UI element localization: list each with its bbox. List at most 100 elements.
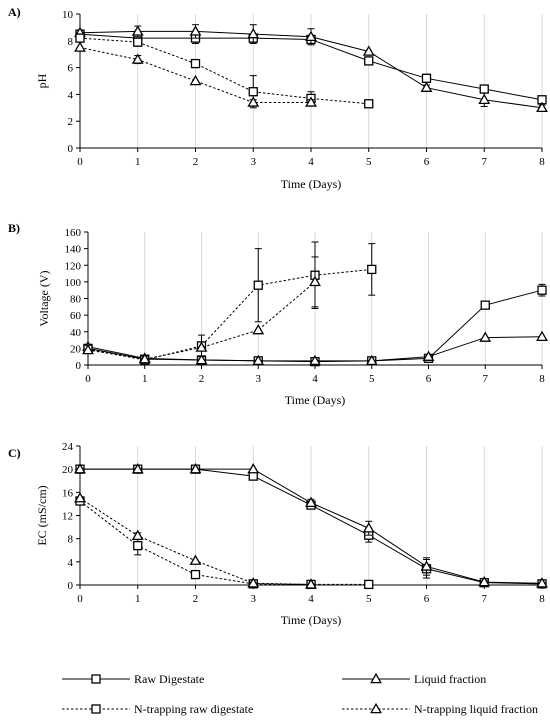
x-tick-label: 6: [424, 593, 430, 605]
data-point: [189, 74, 202, 86]
data-point: [131, 529, 144, 541]
series-n-trapping-liquid-fraction: [82, 256, 321, 364]
y-tick-label: 20: [62, 464, 74, 476]
data-point: [190, 569, 201, 580]
x-tick-label: 3: [251, 593, 257, 605]
data-point: [305, 96, 317, 107]
data-point: [536, 101, 548, 113]
x-tick-label: 5: [366, 593, 372, 605]
x-tick-label: 0: [85, 373, 91, 385]
x-tick-label: 6: [424, 156, 430, 168]
y-axis-title: EC (mS/cm): [35, 485, 49, 545]
legend: Raw Digestate Liquid fraction N-trapping r…: [62, 672, 538, 716]
legend-label: N-trapping liquid fraction: [414, 702, 538, 716]
data-point: [247, 27, 260, 39]
y-tick-label: 4: [68, 89, 74, 101]
x-tick-label: 1: [135, 593, 141, 605]
x-tick-label: 7: [482, 593, 488, 605]
x-tick-label: 5: [366, 156, 372, 168]
data-point: [252, 354, 265, 366]
y-tick-label: 8: [68, 534, 74, 546]
x-tick-label: 1: [142, 373, 148, 385]
series-liquid-fraction: [74, 24, 548, 113]
legend-marker: [91, 704, 101, 714]
data-point: [305, 578, 317, 589]
data-point: [133, 37, 143, 47]
y-tick-label: 8: [68, 36, 74, 48]
y-tick-label: 10: [62, 9, 74, 21]
data-point: [247, 463, 260, 474]
series-n-trapping-raw-digestate: [75, 33, 374, 109]
x-tick-label: 2: [193, 593, 199, 605]
x-tick-label: 8: [539, 593, 545, 605]
series-n-trapping-liquid-fraction: [74, 41, 317, 107]
y-axis-title: Voltage (V): [37, 270, 51, 326]
data-point: [536, 330, 548, 341]
data-point: [421, 73, 432, 83]
y-tick-label: 120: [65, 260, 82, 272]
legend-item-liquid-fraction: Liquid fraction: [342, 672, 486, 686]
data-point: [479, 84, 489, 94]
series-liquid-fraction: [74, 463, 548, 588]
y-tick-label: 0: [68, 580, 74, 592]
data-point: [138, 353, 151, 364]
data-point: [362, 45, 375, 56]
data-point: [420, 560, 433, 571]
data-point: [364, 99, 374, 109]
legend-item-n-trapping-raw-digestate: N-trapping raw digestate: [62, 702, 253, 716]
data-point: [305, 30, 317, 42]
data-point: [478, 575, 491, 587]
data-point: [75, 33, 85, 43]
data-point: [422, 350, 435, 361]
series-line: [87, 268, 372, 361]
legend-marker: [91, 674, 101, 684]
x-axis-title: Time (Days): [281, 177, 342, 191]
panel-label: B): [8, 221, 20, 235]
y-tick-label: 24: [62, 441, 74, 453]
series-n-trapping-liquid-fraction: [74, 492, 317, 589]
x-tick-label: 8: [539, 373, 545, 385]
data-point: [537, 285, 547, 295]
x-tick-label: 1: [135, 156, 141, 168]
x-tick-label: 4: [312, 373, 318, 385]
y-tick-label: 4: [68, 557, 74, 569]
legend-label: Raw Digestate: [134, 672, 204, 686]
x-axis-title: Time (Days): [285, 393, 346, 407]
legend-item-n-trapping-liquid-fraction: N-trapping liquid fraction: [342, 702, 538, 716]
data-point: [74, 463, 86, 474]
legend-label: N-trapping raw digestate: [134, 702, 253, 716]
data-point: [365, 354, 378, 366]
data-point: [420, 81, 433, 92]
x-axis-title: Time (Days): [281, 613, 342, 627]
x-tick-label: 7: [482, 156, 488, 168]
x-tick-label: 5: [369, 373, 375, 385]
y-tick-label: 16: [62, 487, 74, 499]
x-tick-label: 8: [539, 156, 545, 168]
y-tick-label: 100: [65, 277, 82, 289]
series-line: [87, 281, 316, 360]
x-tick-label: 0: [77, 593, 83, 605]
data-point: [536, 577, 548, 588]
data-point: [133, 540, 143, 551]
x-tick-label: 4: [308, 156, 314, 168]
data-point: [478, 93, 491, 105]
x-tick-label: 6: [426, 373, 432, 385]
y-tick-label: 0: [76, 360, 82, 372]
data-point: [252, 323, 265, 335]
x-tick-label: 7: [483, 373, 489, 385]
data-point: [362, 522, 375, 533]
data-point: [131, 463, 144, 474]
data-point: [195, 353, 208, 365]
y-tick-label: 160: [65, 227, 82, 239]
data-point: [131, 53, 144, 64]
x-tick-label: 4: [308, 593, 314, 605]
data-point: [195, 341, 208, 352]
data-point: [74, 492, 86, 503]
y-tick-label: 6: [68, 63, 74, 75]
x-tick-label: 2: [193, 156, 199, 168]
y-tick-label: 80: [70, 294, 82, 306]
data-point: [367, 264, 377, 275]
y-tick-label: 20: [70, 343, 82, 355]
